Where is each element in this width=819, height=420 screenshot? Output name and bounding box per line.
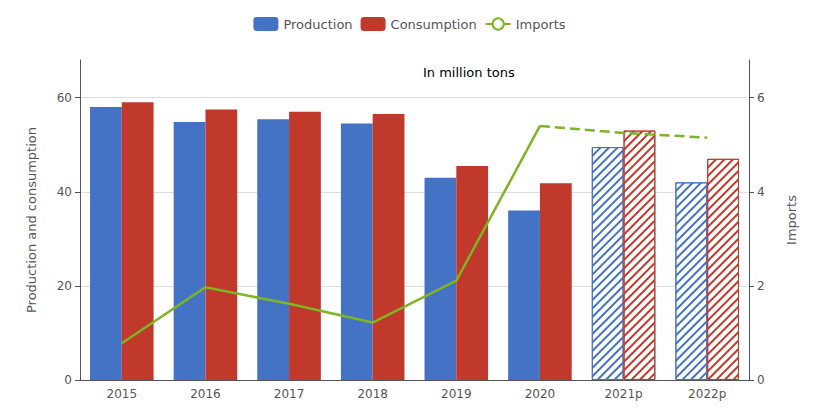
svg-text:2015: 2015 [107, 387, 138, 401]
svg-text:20: 20 [57, 279, 72, 293]
svg-text:60: 60 [57, 91, 72, 105]
svg-text:40: 40 [57, 185, 72, 199]
svg-text:Imports: Imports [784, 195, 799, 245]
svg-text:In million tons: In million tons [423, 65, 515, 80]
svg-text:0: 0 [757, 373, 765, 387]
svg-text:2020: 2020 [525, 387, 556, 401]
svg-text:2016: 2016 [190, 387, 221, 401]
svg-text:4: 4 [757, 185, 765, 199]
svg-text:6: 6 [757, 91, 765, 105]
svg-text:Production: Production [283, 17, 352, 32]
svg-text:2021p: 2021p [604, 387, 642, 401]
svg-text:Imports: Imports [516, 17, 566, 32]
svg-text:2017: 2017 [274, 387, 305, 401]
svg-text:Consumption: Consumption [391, 17, 477, 32]
svg-text:2019: 2019 [441, 387, 472, 401]
svg-text:Production and consumption: Production and consumption [24, 127, 39, 313]
svg-text:2022p: 2022p [688, 387, 726, 401]
svg-text:2: 2 [757, 279, 765, 293]
svg-text:2018: 2018 [357, 387, 388, 401]
svg-text:0: 0 [64, 373, 72, 387]
